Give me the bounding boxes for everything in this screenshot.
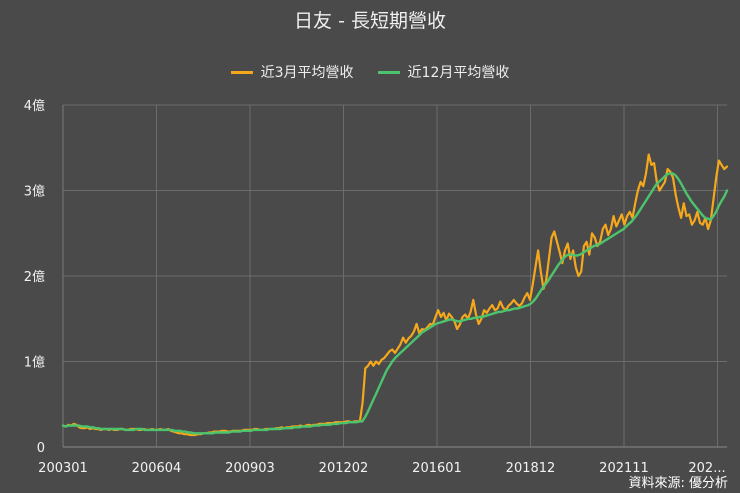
source-note: 資料來源: 優分析 xyxy=(628,476,728,491)
x-tick-label: 200604 xyxy=(132,461,182,476)
chart-legend: 近3月平均營收 近12月平均營收 xyxy=(0,62,740,82)
y-tick-label: 4億 xyxy=(24,98,45,114)
x-tick-label: 201601 xyxy=(412,461,462,476)
x-tick-label: 200301 xyxy=(38,461,88,476)
chart-title: 日友 - 長短期營收 xyxy=(294,10,446,32)
y-tick-label: 0 xyxy=(37,441,45,456)
series-line-3m xyxy=(61,153,729,437)
x-tick-label: 201202 xyxy=(319,461,369,476)
legend-swatch-3m xyxy=(230,70,253,74)
legend-item-12m[interactable]: 近12月平均營收 xyxy=(377,62,510,82)
x-tick-label: 201812 xyxy=(506,461,556,476)
legend-label-12m: 近12月平均營收 xyxy=(407,65,510,81)
legend-swatch-12m xyxy=(377,70,400,74)
y-tick-label: 3億 xyxy=(24,184,45,200)
series-line-12m xyxy=(61,172,729,435)
x-tick-label: 202111 xyxy=(599,461,649,476)
x-tick-label: 200903 xyxy=(225,461,275,476)
y-tick-label: 1億 xyxy=(24,355,45,371)
x-tick-label: 202... xyxy=(688,461,725,476)
y-tick-label: 2億 xyxy=(24,269,45,285)
legend-label-3m: 近3月平均營收 xyxy=(260,65,354,81)
legend-item-3m[interactable]: 近3月平均營收 xyxy=(230,62,354,82)
